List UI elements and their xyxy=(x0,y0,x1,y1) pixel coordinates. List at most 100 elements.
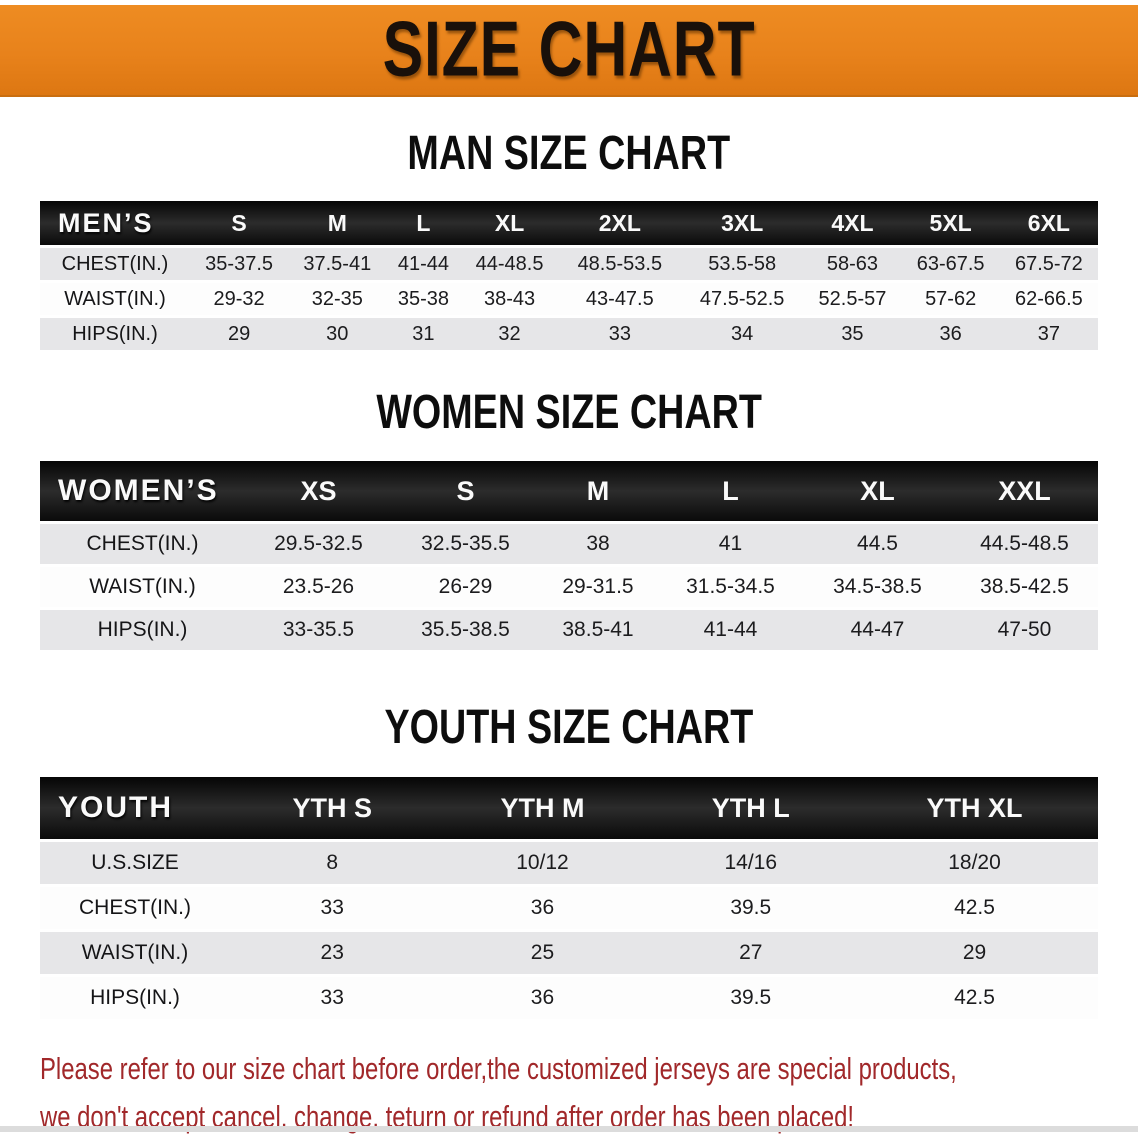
size-column-header: XXL xyxy=(950,461,1098,521)
disclaimer-line-1: Please refer to our size chart before or… xyxy=(40,1051,957,1086)
measurement-label: HIPS(IN.) xyxy=(40,318,190,350)
size-value-cell: 44.5 xyxy=(803,524,951,564)
women-size-section: WOMEN SIZE CHART WOMEN’S XS S M L XL XXL CHEST(… xyxy=(0,383,1138,653)
size-value-cell: 8 xyxy=(230,842,435,884)
youth-group-label: YOUTH xyxy=(40,777,230,839)
size-value-cell: 33 xyxy=(230,977,435,1019)
size-value-cell: 39.5 xyxy=(650,887,852,929)
measurement-row: WAIST(IN.) 23 25 27 29 xyxy=(40,932,1098,974)
size-column-header: XL xyxy=(803,461,951,521)
youth-header-row: YOUTH YTH S YTH M YTH L YTH XL xyxy=(40,777,1098,839)
measurement-label: U.S.SIZE xyxy=(40,842,230,884)
size-value-cell: 44-47 xyxy=(803,610,951,650)
women-chart-title: WOMEN SIZE CHART xyxy=(376,383,762,439)
size-value-cell: 29 xyxy=(851,932,1098,974)
women-table-body: CHEST(IN.) 29.5-32.5 32.5-35.5 38 41 44.5 44.5… xyxy=(40,524,1098,650)
size-column-header: 4XL xyxy=(803,201,902,245)
size-value-cell: 41-44 xyxy=(386,248,461,280)
size-value-cell: 32 xyxy=(460,318,559,350)
size-value-cell: 58-63 xyxy=(803,248,902,280)
size-value-cell: 38-43 xyxy=(460,283,559,315)
size-value-cell: 36 xyxy=(434,977,651,1019)
men-chart-title-row: MAN SIZE CHART xyxy=(0,124,1138,180)
size-value-cell: 27 xyxy=(650,932,852,974)
size-value-cell: 43-47.5 xyxy=(558,283,681,315)
size-column-header: 3XL xyxy=(681,201,804,245)
measurement-label: CHEST(IN.) xyxy=(40,524,245,564)
size-value-cell: 44-48.5 xyxy=(460,248,559,280)
size-value-cell: 31 xyxy=(386,318,461,350)
women-size-table: WOMEN’S XS S M L XL XXL CHEST(IN.) 29.5-32.5 32.5… xyxy=(40,458,1098,653)
size-column-header: YTH S xyxy=(230,777,435,839)
measurement-row: HIPS(IN.) 29 30 31 32 33 34 35 36 37 xyxy=(40,318,1098,350)
men-group-label: MEN’S xyxy=(40,201,190,245)
size-value-cell: 23 xyxy=(230,932,435,974)
size-value-cell: 35 xyxy=(803,318,902,350)
size-value-cell: 37.5-41 xyxy=(288,248,387,280)
size-value-cell: 38.5-42.5 xyxy=(950,567,1098,607)
size-value-cell: 47-50 xyxy=(950,610,1098,650)
size-column-header: L xyxy=(386,201,461,245)
measurement-label: WAIST(IN.) xyxy=(40,567,245,607)
size-value-cell: 41 xyxy=(656,524,804,564)
size-value-cell: 53.5-58 xyxy=(681,248,804,280)
measurement-label: HIPS(IN.) xyxy=(40,977,230,1019)
size-value-cell: 14/16 xyxy=(650,842,852,884)
size-value-cell: 25 xyxy=(434,932,651,974)
measurement-label: WAIST(IN.) xyxy=(40,932,230,974)
women-header-row: WOMEN’S XS S M L XL XXL xyxy=(40,461,1098,521)
youth-chart-title: YOUTH SIZE CHART xyxy=(384,698,754,754)
size-chart-banner: SIZE CHART xyxy=(0,5,1138,97)
men-table-head: MEN’S S M L XL 2XL 3XL 4XL 5XL 6XL xyxy=(40,201,1098,245)
measurement-row: CHEST(IN.) 35-37.5 37.5-41 41-44 44-48.5 48.5… xyxy=(40,248,1098,280)
size-value-cell: 32-35 xyxy=(288,283,387,315)
size-value-cell: 42.5 xyxy=(851,977,1098,1019)
measurement-label: HIPS(IN.) xyxy=(40,610,245,650)
size-value-cell: 29-31.5 xyxy=(539,567,657,607)
size-value-cell: 26-29 xyxy=(392,567,539,607)
size-column-header: YTH XL xyxy=(851,777,1098,839)
size-column-header: L xyxy=(656,461,804,521)
size-column-header: XS xyxy=(245,461,392,521)
size-column-header: S xyxy=(392,461,539,521)
size-value-cell: 35-37.5 xyxy=(190,248,289,280)
size-value-cell: 29 xyxy=(190,318,289,350)
size-value-cell: 34.5-38.5 xyxy=(803,567,951,607)
top-margin xyxy=(0,0,1138,5)
size-column-header: 5XL xyxy=(901,201,1000,245)
women-group-label: WOMEN’S xyxy=(40,461,245,521)
size-value-cell: 36 xyxy=(901,318,1000,350)
size-column-header: XL xyxy=(460,201,559,245)
size-value-cell: 10/12 xyxy=(434,842,651,884)
size-value-cell: 38.5-41 xyxy=(539,610,657,650)
size-column-header: YTH M xyxy=(434,777,651,839)
size-value-cell: 33 xyxy=(230,887,435,929)
youth-chart-title-row: YOUTH SIZE CHART xyxy=(0,698,1138,754)
measurement-row: HIPS(IN.) 33-35.5 35.5-38.5 38.5-41 41-44 44-… xyxy=(40,610,1098,650)
youth-size-table: YOUTH YTH S YTH M YTH L YTH XL U.S.SIZE 8 10/12… xyxy=(40,774,1098,1022)
measurement-label: CHEST(IN.) xyxy=(40,248,190,280)
measurement-label: CHEST(IN.) xyxy=(40,887,230,929)
youth-size-section: YOUTH SIZE CHART YOUTH YTH S YTH M YTH L YTH… xyxy=(0,698,1138,1022)
size-value-cell: 39.5 xyxy=(650,977,852,1019)
size-value-cell: 32.5-35.5 xyxy=(392,524,539,564)
size-value-cell: 47.5-52.5 xyxy=(681,283,804,315)
size-value-cell: 36 xyxy=(434,887,651,929)
size-value-cell: 18/20 xyxy=(851,842,1098,884)
men-size-section: MAN SIZE CHART MEN’S S M L XL 2XL 3XL 4XL 5XL 6XL… xyxy=(0,124,1138,353)
size-value-cell: 44.5-48.5 xyxy=(950,524,1098,564)
size-value-cell: 35.5-38.5 xyxy=(392,610,539,650)
measurement-row: HIPS(IN.) 33 36 39.5 42.5 xyxy=(40,977,1098,1019)
men-chart-title: MAN SIZE CHART xyxy=(407,124,731,180)
measurement-label: WAIST(IN.) xyxy=(40,283,190,315)
disclaimer-line-1-row: Please refer to our size chart before or… xyxy=(40,1048,1138,1096)
size-column-header: 6XL xyxy=(999,201,1098,245)
women-table-head: WOMEN’S XS S M L XL XXL xyxy=(40,461,1098,521)
measurement-row: CHEST(IN.) 33 36 39.5 42.5 xyxy=(40,887,1098,929)
measurement-row: U.S.SIZE 8 10/12 14/16 18/20 xyxy=(40,842,1098,884)
size-value-cell: 29.5-32.5 xyxy=(245,524,392,564)
men-header-row: MEN’S S M L XL 2XL 3XL 4XL 5XL 6XL xyxy=(40,201,1098,245)
size-value-cell: 33 xyxy=(558,318,681,350)
disclaimer-line-2-row: we don't accept cancel, change, teturn o… xyxy=(40,1096,1138,1144)
size-column-header: M xyxy=(288,201,387,245)
